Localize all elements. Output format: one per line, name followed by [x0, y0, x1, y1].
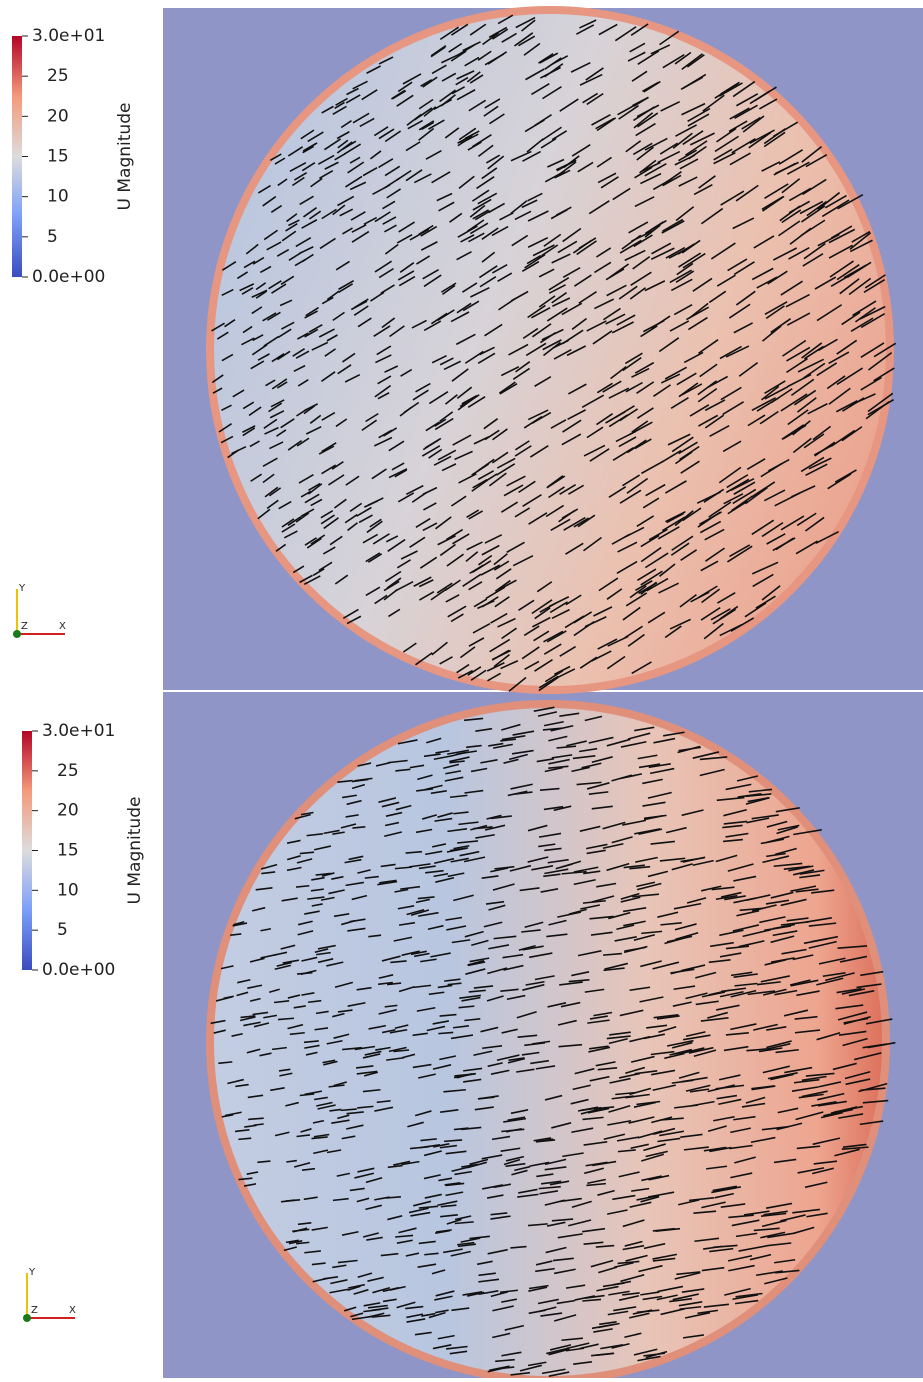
tick-label: 0.0e+00	[32, 267, 105, 287]
axis-label: Z	[21, 621, 28, 632]
tick-label: 5	[57, 920, 68, 940]
tick-label: 3.0e+01	[32, 26, 105, 46]
axis-z	[13, 630, 21, 638]
tick-label: 25	[57, 761, 79, 781]
axis-label: X	[59, 621, 66, 632]
axis-label: Z	[31, 1305, 38, 1316]
axis-label: X	[69, 1305, 76, 1316]
axis-label: Y	[18, 583, 26, 594]
colorbar-title: U Magnitude	[115, 103, 135, 211]
axis-label: Y	[28, 1267, 36, 1278]
tick-label: 10	[57, 880, 79, 900]
tick-label: 3.0e+01	[42, 721, 115, 741]
tick-label: 25	[47, 66, 69, 86]
screenshot: U Magnitude 3.0e+01 25 20 15 10 5 0.0e+00 Y Z X U M…	[0, 0, 923, 1378]
tick-label: 15	[57, 841, 79, 861]
colorbar	[12, 36, 22, 277]
axis-z	[23, 1314, 31, 1322]
tick-label: 0.0e+00	[42, 960, 115, 980]
colorbar	[22, 731, 32, 970]
tick-label: 5	[47, 227, 58, 247]
tick-label: 15	[47, 147, 69, 167]
colorbar-title: U Magnitude	[125, 797, 145, 905]
tick-label: 20	[47, 106, 69, 126]
tick-label: 10	[47, 187, 69, 207]
legends: U Magnitude 3.0e+01 25 20 15 10 5 0.0e+00 Y Z X U M…	[12, 26, 145, 1322]
tick-label: 20	[57, 801, 79, 821]
